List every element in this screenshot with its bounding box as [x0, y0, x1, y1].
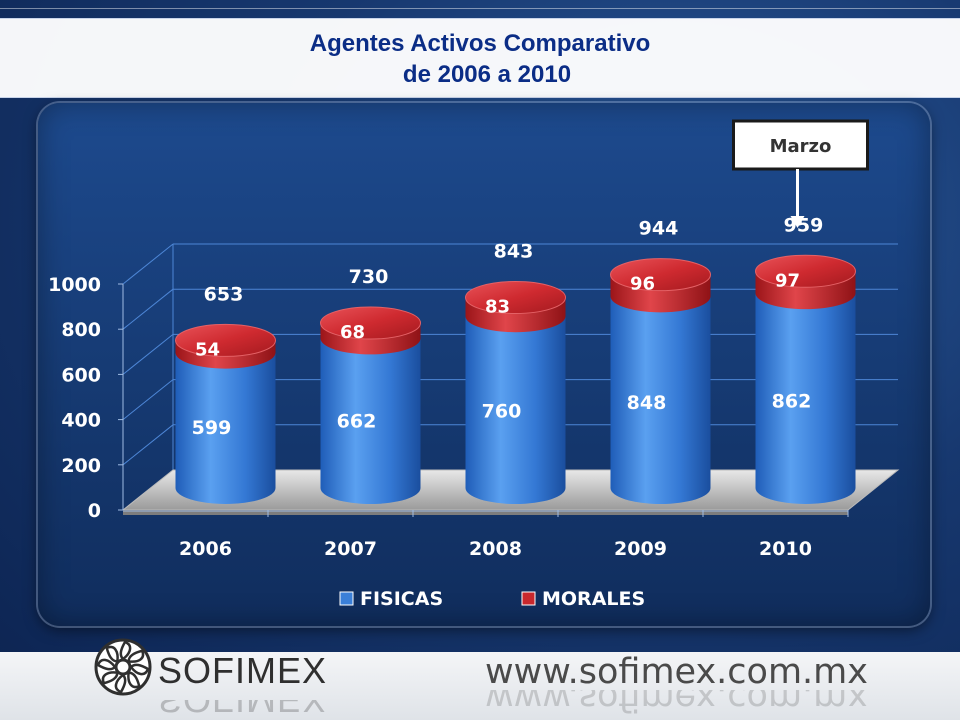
- website-reflection: www.sofimex.com.mx: [485, 690, 868, 720]
- y-tick-label: 600: [61, 364, 101, 386]
- bar-fisicas: [320, 338, 421, 504]
- chart-title-line-1: Agentes Activos Comparativo: [309, 30, 651, 57]
- x-axis: 2006 2007 2008 2009 2010: [123, 510, 849, 560]
- data-label-fisicas: 760: [482, 401, 522, 423]
- data-label-morales: 83: [485, 296, 510, 317]
- data-label-fisicas: 848: [627, 392, 667, 414]
- bar-top-cap: [175, 323, 276, 357]
- bars-layer: [175, 254, 856, 504]
- arrow-down-icon: [790, 216, 805, 228]
- gridline-depth: [122, 379, 174, 420]
- data-label-total: 843: [494, 240, 534, 262]
- data-label-fisicas: 599: [192, 417, 232, 439]
- data-label-total: 730: [349, 266, 389, 288]
- legend-item: MORALES: [521, 588, 645, 610]
- annotation: Marzo: [732, 119, 869, 228]
- legend-item: FISICAS: [339, 588, 443, 610]
- x-tick-label: 2009: [614, 538, 667, 560]
- logo-petal: [127, 671, 141, 689]
- footer-bar: [0, 652, 960, 720]
- data-label-total: 653: [204, 283, 244, 305]
- website-reflection-text: www.sofimex.com.mx: [484, 690, 868, 718]
- bar-fisicas: [610, 296, 711, 504]
- logo-petal: [101, 671, 119, 685]
- bar-top-cap: [610, 258, 711, 292]
- chart-title-line-2: de 2006 a 2010: [402, 61, 572, 88]
- logo-text: SOFIMEX: [158, 650, 328, 691]
- data-label-morales: 97: [775, 270, 800, 291]
- legend: FISICAS MORALES: [339, 588, 645, 610]
- legend-label: FISICAS: [360, 588, 443, 610]
- y-tick-label: 800: [61, 319, 101, 341]
- website-link[interactable]: www.sofimex.com.mx: [484, 652, 868, 692]
- logo-reflection-text: SOFIMEX: [158, 700, 327, 720]
- data-label-fisicas: 862: [772, 390, 812, 412]
- chart-title: Agentes Activos Comparativo de 2006 a 20…: [0, 28, 960, 90]
- y-tick-label: 0: [88, 500, 101, 522]
- y-tick-label: 1000: [48, 274, 101, 296]
- sofimex-logo-icon: [94, 638, 152, 696]
- x-tick-label: 2008: [469, 538, 522, 560]
- logo-petal: [105, 645, 119, 663]
- bar-top-cap: [755, 254, 856, 288]
- top-stripe: [0, 8, 960, 9]
- x-tick-label: 2006: [179, 538, 232, 560]
- gridline-depth: [122, 243, 174, 285]
- y-tick-label: 400: [61, 410, 101, 432]
- gridline-depth: [122, 288, 174, 330]
- annotation-text: Marzo: [770, 136, 832, 157]
- data-label-morales: 68: [340, 322, 365, 343]
- x-tick-label: 2010: [759, 538, 812, 560]
- gridline-depth: [122, 424, 174, 466]
- data-label-total: 944: [639, 218, 679, 240]
- blue-square-icon: [339, 591, 354, 606]
- logo-petal: [119, 640, 132, 661]
- annotation-box: [732, 119, 869, 171]
- x-tick-label: 2007: [324, 538, 377, 560]
- bar-fisicas: [755, 293, 856, 504]
- logo-petal: [96, 658, 117, 671]
- data-label-morales: 54: [195, 339, 220, 360]
- logo-petal: [114, 673, 127, 694]
- logo-reflection: SOFIMEX: [92, 700, 352, 720]
- bar-fisicas: [465, 316, 566, 504]
- logo-petal: [129, 663, 150, 676]
- y-tick-label: 200: [61, 455, 101, 477]
- title-banner: [0, 18, 960, 98]
- gridline-depth: [122, 334, 174, 375]
- logo-petal: [127, 649, 145, 663]
- bar-top-cap: [320, 306, 421, 340]
- bar-top-cap: [465, 280, 566, 314]
- y-axis: 0 200 400 600 800 1000: [48, 274, 124, 522]
- legend-label: MORALES: [542, 588, 645, 610]
- data-label-fisicas: 662: [337, 411, 377, 433]
- red-square-icon: [521, 591, 536, 606]
- data-label-morales: 96: [630, 274, 655, 295]
- bar-fisicas: [175, 352, 276, 504]
